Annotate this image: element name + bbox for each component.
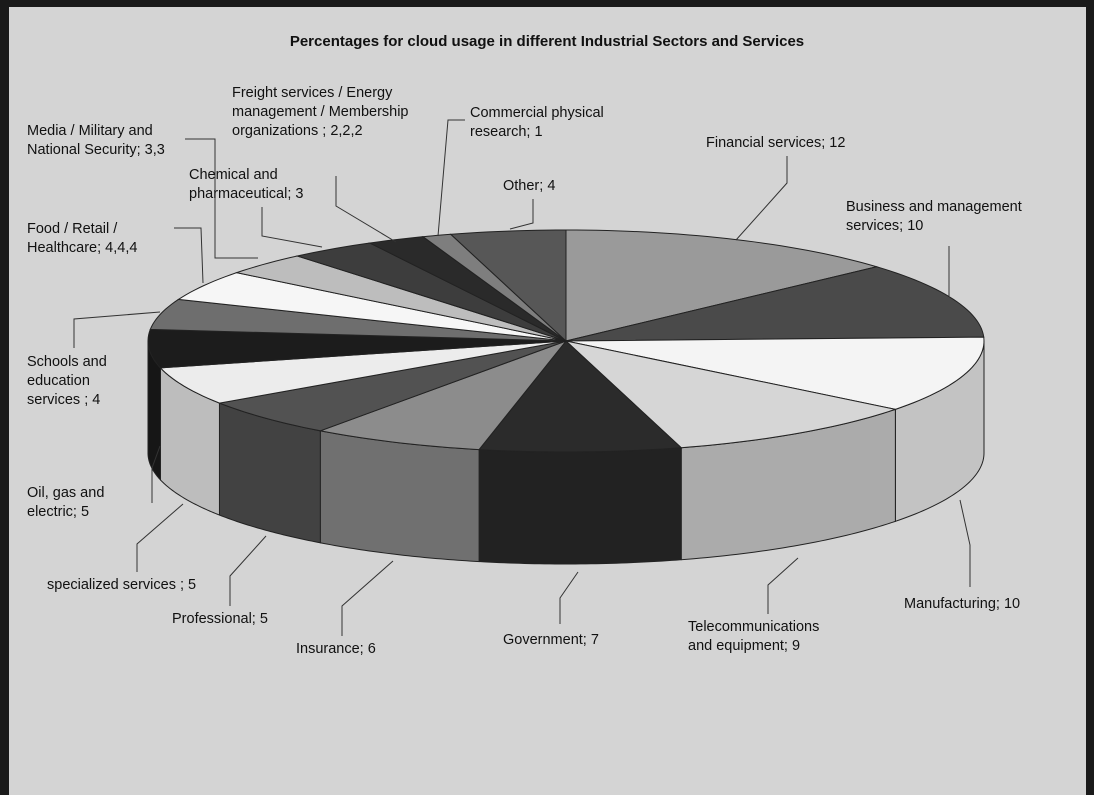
- leader-line-oil: [151, 445, 161, 503]
- leader-line-schools: [73, 311, 161, 348]
- label-chemical-pharmaceutical: Chemical and pharmaceutical; 3: [189, 167, 304, 202]
- pie-slice-food-retail-healthcare-4-4-4: [176, 272, 567, 342]
- leader-line-freight: [335, 176, 397, 243]
- pie-slice-media-military-and-national-security-3-3: [234, 255, 567, 342]
- label-insurance: Insurance; 6: [296, 641, 376, 657]
- label-freight-energy-membership: Freight services / Energy management / Me…: [232, 85, 409, 139]
- pie-slice-oil-gas-and-electric-5: [147, 328, 567, 369]
- pie-slice-freight-services-energy-management-membership-organizations-2-2-2: [368, 236, 567, 342]
- pie-slice-specialized-services-5: [159, 340, 567, 404]
- pie-slice-government-7: [478, 340, 683, 453]
- pie-slice-other-4: [449, 229, 567, 343]
- pie-slice-professional-5: [217, 340, 567, 432]
- leader-line-insurance: [341, 560, 394, 636]
- pie-side-insurance-6: [319, 430, 480, 563]
- pie-slice-manufacturing-10: [565, 336, 985, 410]
- leader-line-other: [509, 199, 534, 230]
- label-other: Other; 4: [503, 178, 556, 194]
- label-government: Government; 7: [503, 632, 599, 648]
- leader-line-financial: [735, 156, 788, 241]
- leader-line-government: [559, 571, 579, 624]
- leader-line-manufacturing: [959, 499, 971, 587]
- label-financial-services: Financial services; 12: [706, 135, 846, 151]
- label-specialized-services: specialized services ; 5: [47, 577, 197, 593]
- label-commercial-physical-research: Commercial physical research; 1: [470, 105, 604, 140]
- leader-line-media: [185, 138, 258, 259]
- label-business-management: Business and management services; 10: [846, 199, 1022, 234]
- leader-line-food: [174, 227, 204, 284]
- label-telecommunications: Telecommunications and equipment; 9: [688, 619, 820, 654]
- chart-title: Percentages for cloud usage in different…: [289, 33, 805, 50]
- pie-slice-telecommunications-and-equipment-9: [564, 340, 898, 449]
- label-schools-education: Schools and education services ; 4: [27, 354, 107, 408]
- label-food-retail-healthcare: Food / Retail / Healthcare; 4,4,4: [27, 221, 138, 256]
- pie-slice-schools-and-education-services-4: [149, 298, 567, 342]
- pie-slice-insurance-6: [318, 339, 568, 451]
- leader-line-commercial: [437, 119, 465, 237]
- pie-slice-business-and-management-services-10: [565, 266, 985, 342]
- leader-line-chemical: [261, 207, 323, 248]
- pie-slice-chemical-and-pharmaceutical-3: [295, 242, 567, 342]
- pie-slice-commercial-physical-research-1: [421, 233, 567, 342]
- leader-line-specialized: [136, 503, 184, 572]
- label-media-military: Media / Military and National Security; 3…: [27, 123, 165, 158]
- leader-line-professional: [229, 535, 267, 606]
- pie-side-government-7: [478, 447, 682, 565]
- label-manufacturing: Manufacturing; 10: [904, 596, 1021, 612]
- label-professional: Professional; 5: [172, 611, 268, 627]
- label-oil-gas-electric: Oil, gas and electric; 5: [27, 485, 105, 520]
- leader-line-telecom: [767, 557, 799, 614]
